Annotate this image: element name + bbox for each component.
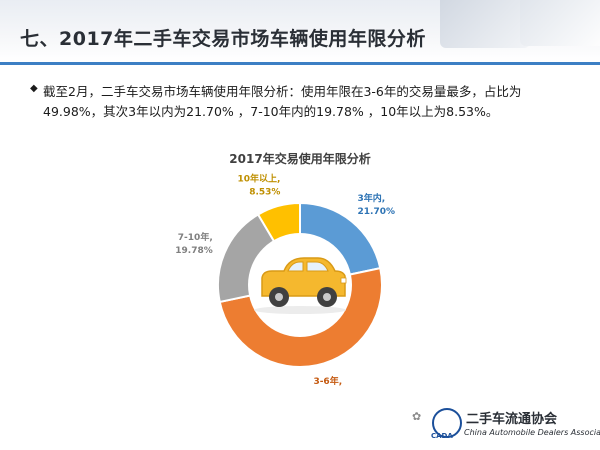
chart-title: 2017年交易使用年限分析 [229,151,370,166]
header-decoration [520,0,600,46]
logo-abbr: CADA [431,432,453,440]
slide-title: 七、2017年二手车交易市场车辆使用年限分析 [20,28,426,50]
slice-category-label: 10年以上, [238,173,281,185]
slice-category-label: 3年内, [358,192,386,204]
title-divider [0,62,600,65]
logo-name-en: China Automobile Dealers Association [464,428,600,437]
label-group: 3年内,21.70%3-6年,49.98%7-10年,19.78%10年以上,8… [175,173,395,390]
bullet-paragraph: ◆ 截至2月，二手车交易市场车辆使用年限分析：使用年限在3-6年的交易量最多，占… [30,82,570,122]
slice-category-label: 3-6年, [313,375,342,387]
slice-group [217,201,383,369]
wechat-icon: ✿ [412,410,422,423]
slice-value-label: 8.53% [249,188,280,198]
slice-value-label: 21.70% [358,207,396,217]
diamond-bullet-icon: ◆ [30,83,38,94]
cada-logo: ✿ CADA 二手车流通协会 China Automobile Dealers … [412,400,600,446]
slice-category-label: 7-10年, [178,231,213,243]
slice-value-label: 19.78% [175,246,213,256]
car-icon [254,257,347,314]
slide-header: 七、2017年二手车交易市场车辆使用年限分析 [0,0,600,62]
bullet-text: 截至2月，二手车交易市场车辆使用年限分析：使用年限在3-6年的交易量最多，占比为… [43,84,522,119]
logo-name-cn: 二手车流通协会 [466,412,558,427]
header-decoration [440,0,530,48]
logo-emblem [432,408,462,438]
donut-chart: 2017年交易使用年限分析 3年内,21.70%3-6年,49.98%7-10年… [175,151,395,390]
